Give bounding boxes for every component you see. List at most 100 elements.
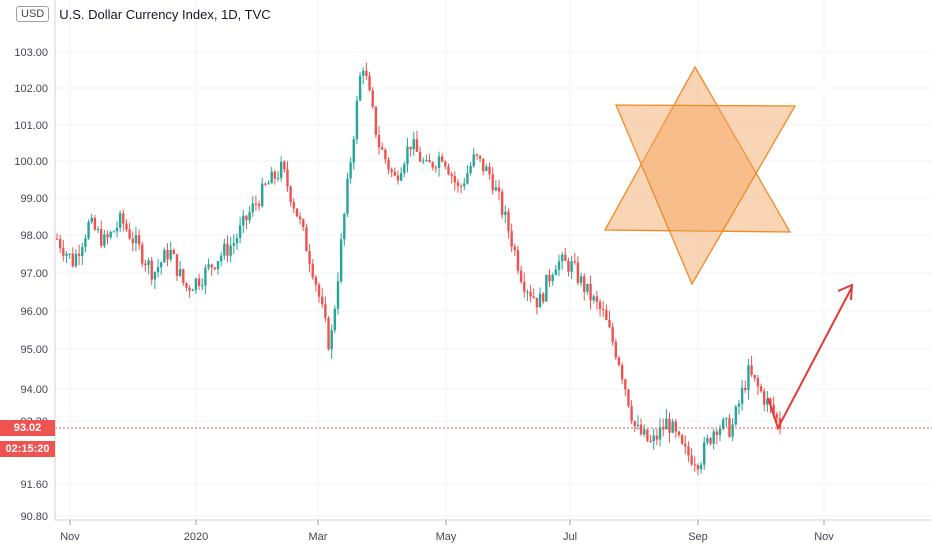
y-axis-labels: 103.00 102.00 101.00 100.00 99.00 98.00 97.00 9… xyxy=(14,47,48,523)
candle-body xyxy=(548,274,551,282)
candle-body xyxy=(529,291,532,297)
star-drawing[interactable] xyxy=(603,65,797,286)
candle-body xyxy=(601,309,605,311)
candle-body xyxy=(586,283,589,292)
candle-body xyxy=(387,159,390,170)
candle-body xyxy=(775,413,779,419)
candle-body xyxy=(235,238,239,244)
candle-body xyxy=(643,429,646,435)
candle-body xyxy=(472,154,475,166)
candle-body xyxy=(125,223,128,230)
candle-body xyxy=(627,389,630,407)
candle-body xyxy=(276,177,280,179)
y-tick-label: 102.00 xyxy=(14,83,48,95)
candle-body xyxy=(264,183,267,185)
candle-body xyxy=(77,253,81,256)
candle-body xyxy=(608,320,611,328)
candle-body xyxy=(204,267,207,286)
candle-body xyxy=(466,173,469,184)
y-tick-label: 103.00 xyxy=(14,47,48,59)
candle-body xyxy=(428,159,431,163)
candle-body xyxy=(504,211,507,215)
candle-body xyxy=(535,297,539,308)
star-triangle-up[interactable] xyxy=(603,65,792,233)
candle-body xyxy=(182,269,185,284)
candle-body xyxy=(390,169,393,172)
candle-body xyxy=(90,217,93,223)
candle-body xyxy=(279,161,283,178)
x-axis-labels: Nov 2020 Mar May Jul Sep Nov xyxy=(60,520,834,543)
x-tick-label: Sep xyxy=(688,531,708,543)
y-tick-label: 97.00 xyxy=(20,268,48,280)
candle-body xyxy=(412,139,415,150)
candle-body xyxy=(144,263,147,266)
candle-body xyxy=(728,418,731,437)
candle-body xyxy=(434,167,438,169)
candle-body xyxy=(201,285,204,287)
candle-body xyxy=(463,183,466,187)
candle-body xyxy=(731,424,734,437)
candle-body xyxy=(614,342,618,358)
candle-body xyxy=(652,435,655,442)
candle-body xyxy=(257,203,261,207)
candle-body xyxy=(115,227,119,232)
candle-body xyxy=(453,176,457,183)
x-tick-label: Nov xyxy=(60,531,80,543)
candle-body xyxy=(725,418,728,420)
candle-body xyxy=(103,234,106,246)
candle-body xyxy=(122,213,125,224)
candle-body xyxy=(459,185,463,187)
candle-body xyxy=(317,284,321,297)
candle-body xyxy=(554,269,558,276)
candle-body xyxy=(740,387,744,404)
candle-body xyxy=(617,357,621,366)
candle-body xyxy=(374,106,378,135)
candle-body xyxy=(523,281,526,292)
candle-body xyxy=(639,424,643,435)
candle-body xyxy=(519,270,523,282)
candle-body xyxy=(633,421,636,427)
candle-body xyxy=(583,276,586,292)
candle-body xyxy=(166,249,169,260)
candle-body xyxy=(564,254,567,261)
candle-body xyxy=(232,243,236,246)
candle-body xyxy=(507,211,510,232)
projection-arrow[interactable] xyxy=(767,283,854,431)
candle-body xyxy=(721,419,725,429)
candle-body xyxy=(403,164,406,174)
candle-body xyxy=(510,231,513,247)
candle-body xyxy=(159,262,163,268)
candle-body xyxy=(150,260,153,280)
x-tick-label: Jul xyxy=(563,531,577,543)
candle-body xyxy=(706,438,709,443)
candle-body xyxy=(71,253,74,267)
candle-body xyxy=(185,283,188,288)
candle-body xyxy=(324,304,327,318)
candle-body xyxy=(377,134,381,148)
candle-body xyxy=(191,289,194,291)
candle-body xyxy=(766,398,769,405)
candle-body xyxy=(715,431,719,435)
candle-body xyxy=(137,235,141,245)
candle-body xyxy=(630,406,633,422)
candle-body xyxy=(579,276,583,283)
candle-body xyxy=(339,239,343,282)
candle-body xyxy=(84,238,87,248)
candle-body xyxy=(131,238,134,244)
candle-body xyxy=(737,403,741,407)
candle-body xyxy=(188,287,191,291)
candle-body xyxy=(384,149,387,160)
candle-body xyxy=(87,222,90,239)
candle-body xyxy=(380,147,384,150)
candle-body xyxy=(532,296,535,298)
x-tick-label: 2020 xyxy=(184,531,208,543)
candlestick-series xyxy=(55,62,782,476)
star-triangle-down[interactable] xyxy=(615,104,797,286)
candle-body xyxy=(128,229,131,239)
candle-body xyxy=(81,247,84,256)
candle-body xyxy=(365,70,368,76)
candle-body xyxy=(330,330,333,350)
currency-badge[interactable]: USD xyxy=(16,6,50,22)
candle-body xyxy=(595,296,599,302)
